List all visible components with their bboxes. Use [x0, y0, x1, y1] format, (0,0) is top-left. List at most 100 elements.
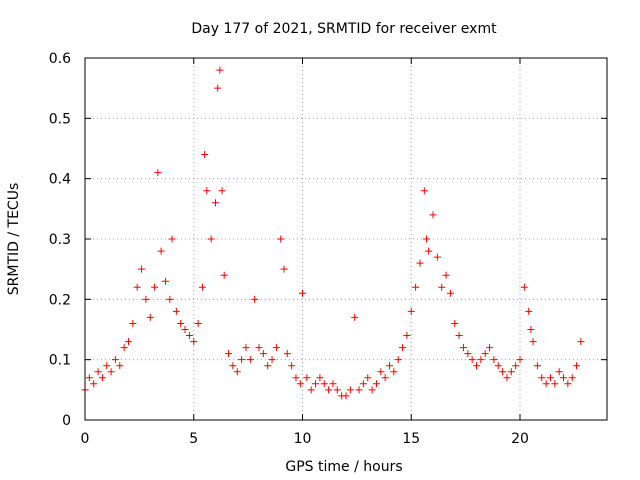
data-point	[520, 283, 528, 291]
data-point	[359, 380, 367, 388]
data-point	[394, 356, 402, 364]
data-point	[120, 344, 128, 352]
data-point	[90, 380, 98, 388]
data-point	[546, 374, 554, 382]
y-tick-labels: 0 0.1 0.2 0.3 0.4 0.5 0.6	[49, 51, 71, 429]
data-point	[198, 283, 206, 291]
data-point	[238, 356, 246, 364]
data-point	[125, 338, 132, 346]
data-point	[455, 332, 463, 340]
data-point	[166, 295, 174, 303]
data-point	[442, 271, 450, 279]
data-point	[161, 277, 169, 285]
y-tick-label: 0.2	[49, 292, 71, 308]
data-point	[403, 332, 411, 340]
y-tick-label: 0.5	[49, 111, 71, 127]
x-tick-label: 10	[294, 431, 312, 447]
data-point	[381, 374, 389, 382]
data-point	[329, 380, 337, 388]
data-point	[203, 187, 211, 195]
data-point	[529, 338, 537, 346]
x-tick-label: 0	[81, 431, 90, 447]
data-point	[525, 307, 533, 315]
axis-ticks	[84, 57, 607, 421]
data-point	[272, 344, 280, 352]
data-point	[433, 253, 441, 261]
x-tick-label: 20	[511, 431, 529, 447]
data-point	[181, 326, 189, 333]
data-point	[477, 356, 485, 364]
x-axis-label: GPS time / hours	[285, 459, 402, 475]
data-point	[207, 235, 215, 243]
data-point	[538, 374, 546, 382]
data-point	[146, 313, 154, 321]
y-tick-label: 0	[62, 413, 71, 429]
data-point	[320, 380, 328, 388]
data-point	[283, 350, 291, 358]
data-point	[194, 319, 202, 327]
data-point	[225, 350, 233, 358]
x-tick-labels: 0 5 10 15 20	[81, 431, 529, 447]
y-axis-label: SRMTID / TECUs	[6, 183, 22, 296]
data-point	[280, 265, 288, 273]
data-point	[151, 283, 159, 291]
data-point	[288, 362, 296, 370]
data-point	[177, 319, 185, 327]
data-point	[229, 362, 237, 370]
data-point	[138, 265, 146, 273]
data-point	[507, 368, 515, 376]
data-point	[438, 283, 446, 291]
data-point	[422, 235, 430, 243]
data-point	[416, 259, 424, 267]
data-point	[103, 362, 111, 370]
data-point	[242, 344, 250, 352]
x-tick-label: 15	[402, 431, 420, 447]
data-point	[372, 380, 380, 388]
data-point	[233, 368, 241, 376]
data-point	[307, 386, 315, 394]
data-point	[486, 344, 494, 352]
data-point	[133, 283, 141, 291]
data-point	[399, 344, 407, 352]
data-point	[168, 235, 176, 243]
data-point	[201, 151, 209, 159]
data-point	[325, 386, 333, 394]
data-point	[98, 374, 106, 382]
data-point	[94, 368, 102, 376]
data-point	[542, 380, 550, 388]
data-point	[111, 356, 119, 364]
data-point	[473, 362, 480, 370]
y-tick-label: 0.4	[49, 172, 71, 188]
data-point	[346, 386, 354, 394]
data-point	[154, 169, 162, 177]
data-point	[386, 362, 393, 370]
data-point	[364, 374, 372, 382]
data-point	[107, 368, 115, 376]
data-point	[172, 307, 180, 315]
data-point	[85, 374, 93, 382]
data-point	[425, 247, 433, 255]
data-point	[451, 319, 459, 327]
data-point	[429, 211, 437, 219]
chart-title: Day 177 of 2021, SRMTID for receiver exm…	[191, 21, 497, 37]
data-point	[368, 386, 376, 394]
data-point	[342, 392, 350, 400]
data-point	[251, 295, 259, 303]
data-point	[564, 380, 572, 388]
data-point	[568, 374, 576, 382]
data-point	[220, 271, 228, 279]
data-point	[499, 368, 507, 376]
data-point	[212, 199, 219, 207]
data-point	[407, 307, 415, 315]
y-tick-label: 0.6	[49, 51, 71, 67]
data-point	[277, 235, 285, 243]
data-point	[157, 247, 165, 255]
data-point	[129, 319, 137, 327]
data-point	[555, 368, 563, 376]
data-point	[190, 338, 198, 346]
data-point	[264, 362, 272, 370]
data-point	[246, 356, 254, 364]
data-point	[494, 362, 502, 370]
data-point	[560, 374, 567, 382]
